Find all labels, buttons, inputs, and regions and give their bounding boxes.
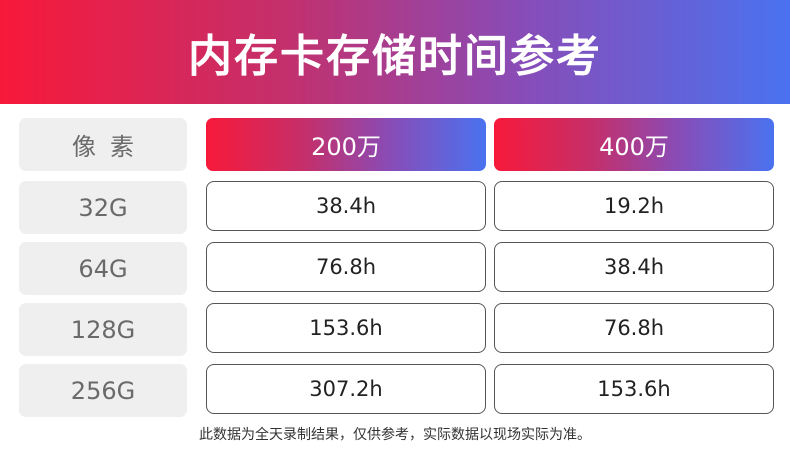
cell-256g-2mp: 307.2h xyxy=(206,364,486,414)
header-col-2mp: 200万 xyxy=(206,118,486,171)
header-col-4mp: 400万 xyxy=(494,118,774,171)
cell-128g-2mp: 153.6h xyxy=(206,303,486,353)
cell-128g-4mp: 76.8h xyxy=(494,303,774,353)
header-label-cell: 像素 xyxy=(19,118,187,171)
cell-32g-2mp: 38.4h xyxy=(206,181,486,231)
page-title: 内存卡存储时间参考 xyxy=(188,31,602,82)
row-label-128g: 128G xyxy=(19,303,187,356)
row-label-32g: 32G xyxy=(19,181,187,234)
row-label-256g: 256G xyxy=(19,364,187,417)
cell-256g-4mp: 153.6h xyxy=(494,364,774,414)
disclaimer-note: 此数据为全天录制结果，仅供参考，实际数据以现场实际为准。 xyxy=(199,427,591,443)
row-label-64g: 64G xyxy=(19,242,187,295)
cell-64g-4mp: 38.4h xyxy=(494,242,774,292)
title-banner: 内存卡存储时间参考 xyxy=(0,0,790,104)
cell-32g-4mp: 19.2h xyxy=(494,181,774,231)
cell-64g-2mp: 76.8h xyxy=(206,242,486,292)
